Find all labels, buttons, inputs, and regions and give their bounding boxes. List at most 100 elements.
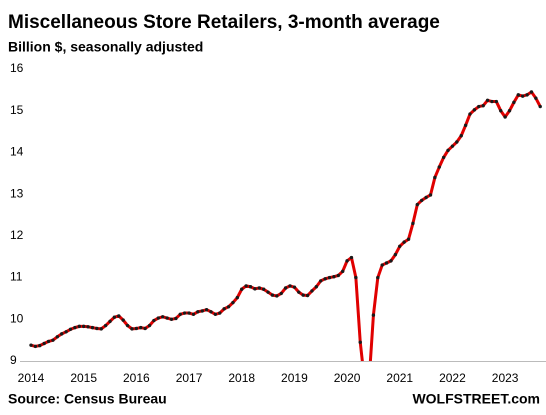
point (411, 221, 415, 226)
point (415, 202, 420, 207)
point (64, 330, 68, 334)
x-tick-label: 2016 (123, 371, 150, 385)
point (507, 109, 512, 113)
x-tick-label: 2015 (70, 371, 97, 385)
point (99, 327, 103, 331)
y-tick-label: 9 (10, 353, 17, 367)
point (371, 313, 376, 317)
chart-subtitle: Billion $, seasonally adjusted (8, 39, 203, 55)
point (349, 255, 354, 260)
source: Source: Census Bureau (8, 391, 167, 407)
point (327, 275, 332, 280)
point (292, 285, 297, 289)
point (169, 317, 174, 321)
point (534, 96, 538, 100)
y-tick-label: 14 (10, 145, 24, 159)
y-tick-label: 12 (10, 228, 24, 242)
point (283, 286, 288, 290)
point (477, 104, 481, 109)
point (29, 343, 33, 347)
point (117, 314, 121, 318)
point (46, 339, 51, 344)
point (446, 148, 450, 153)
point (73, 325, 77, 330)
point (38, 343, 42, 348)
y-tick-label: 15 (10, 103, 24, 117)
plot-area (29, 90, 542, 383)
x-tick-label: 2019 (281, 371, 308, 385)
point (90, 325, 95, 330)
point (332, 275, 336, 279)
point (143, 326, 147, 331)
point (455, 140, 459, 144)
point (156, 316, 161, 320)
point (437, 165, 441, 169)
point (130, 327, 134, 331)
point (204, 307, 209, 312)
y-tick-label: 11 (10, 270, 23, 284)
point (499, 109, 503, 113)
point (314, 285, 319, 289)
point (248, 285, 253, 289)
point (450, 144, 455, 148)
point (209, 310, 213, 314)
point (240, 287, 244, 291)
point (218, 311, 222, 315)
point (472, 108, 477, 112)
line (30, 90, 542, 361)
point (253, 287, 257, 291)
point (261, 287, 266, 291)
point (301, 293, 305, 297)
point (485, 98, 490, 102)
point (428, 193, 433, 197)
point (380, 263, 384, 267)
point (420, 198, 424, 203)
point (393, 252, 398, 257)
point (147, 323, 152, 328)
point (503, 115, 507, 119)
point (288, 284, 292, 288)
point (178, 312, 182, 316)
point (512, 100, 516, 105)
y-tick-label: 10 (10, 311, 24, 325)
point (42, 341, 46, 346)
point (363, 380, 366, 383)
point (433, 175, 437, 180)
y-tick-label: 16 (10, 61, 24, 75)
point (235, 295, 240, 300)
point (384, 261, 389, 265)
point (490, 99, 494, 104)
point (275, 294, 279, 298)
point (305, 293, 310, 298)
point (319, 279, 323, 283)
x-tick-label: 2020 (334, 371, 361, 385)
point (108, 319, 112, 324)
point (424, 195, 428, 200)
point (68, 327, 73, 331)
point (134, 326, 139, 331)
point (51, 338, 55, 342)
point (112, 315, 117, 319)
point (525, 93, 529, 97)
point (323, 277, 327, 281)
point (60, 332, 64, 336)
x-tick-label: 2017 (176, 371, 203, 385)
point (213, 312, 218, 316)
point (481, 104, 485, 108)
point (187, 311, 191, 315)
point (468, 112, 472, 116)
point (103, 323, 108, 328)
point (226, 305, 231, 309)
point (139, 325, 143, 330)
x-tick-label: 2022 (439, 371, 466, 385)
point (494, 99, 499, 104)
credit: WOLFSTREET.com (412, 391, 540, 407)
point (406, 237, 411, 241)
point (86, 325, 90, 329)
point (459, 134, 463, 138)
point (270, 293, 275, 297)
point (358, 340, 362, 344)
point (463, 123, 468, 128)
point (231, 300, 235, 305)
